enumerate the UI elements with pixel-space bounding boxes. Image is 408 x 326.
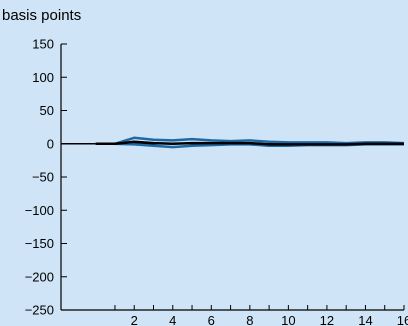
y-axis: 150 100 50 0 −50 −100 −150 −200 −250 (25, 37, 67, 318)
y-tick-label: 100 (32, 70, 54, 85)
y-tick-label: 0 (47, 136, 54, 151)
x-tick-label: 6 (208, 313, 215, 326)
y-tick-label: 50 (40, 103, 54, 118)
x-tick-label: 10 (281, 313, 295, 326)
median-line (95, 140, 404, 146)
x-tick-label: 2 (131, 313, 138, 326)
x-tick-label: 12 (320, 313, 334, 326)
series-layer (95, 136, 405, 149)
y-tick-label: −250 (25, 303, 54, 318)
y-tick-label: −100 (25, 203, 54, 218)
x-tick-label: 8 (246, 313, 253, 326)
x-tick-label: 4 (169, 313, 176, 326)
upper-band-line (95, 136, 405, 146)
y-tick-label: −50 (32, 170, 54, 185)
x-tick-label: 16 (397, 313, 408, 326)
x-axis: 2 4 6 8 10 12 14 16 (61, 305, 408, 326)
y-tick-label: −150 (25, 236, 54, 251)
y-tick-label: −200 (25, 269, 54, 284)
x-tick-label: 14 (358, 313, 372, 326)
y-tick-label: 150 (32, 37, 54, 52)
y-unit-label: basis points (2, 7, 81, 24)
